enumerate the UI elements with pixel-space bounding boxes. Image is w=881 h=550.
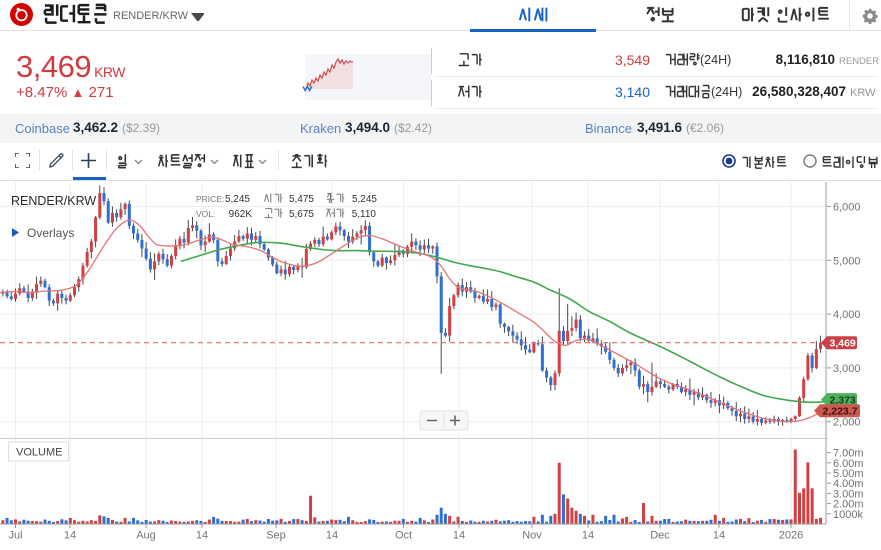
svg-text:14: 14	[713, 530, 725, 542]
svg-text:4,000: 4,000	[833, 309, 861, 321]
svg-text:Dec: Dec	[650, 530, 670, 542]
svg-text:VOL:: VOL:	[196, 209, 215, 219]
svg-text:PRICE:: PRICE:	[196, 194, 224, 204]
svg-text:6.00m: 6.00m	[833, 458, 864, 470]
svg-text:3.00m: 3.00m	[833, 488, 864, 500]
svg-text:2,373: 2,373	[830, 394, 856, 406]
svg-text:Oct: Oct	[395, 530, 412, 542]
svg-text:7.00m: 7.00m	[833, 448, 864, 460]
svg-text:5,475: 5,475	[289, 194, 314, 205]
svg-text:2026: 2026	[779, 530, 803, 542]
svg-text:5,245: 5,245	[352, 194, 377, 205]
svg-text:1000k: 1000k	[833, 509, 863, 521]
svg-text:6,000: 6,000	[833, 202, 861, 214]
svg-text:3,469: 3,469	[830, 338, 856, 350]
svg-text:RENDER/KRW: RENDER/KRW	[11, 194, 96, 208]
svg-text:14: 14	[196, 530, 208, 542]
svg-text:5,675: 5,675	[289, 209, 314, 220]
svg-text:5,245: 5,245	[225, 194, 250, 205]
svg-text:Aug: Aug	[136, 530, 156, 542]
svg-text:5,000: 5,000	[833, 255, 861, 267]
svg-text:2,223.7: 2,223.7	[823, 406, 858, 418]
svg-text:3,000: 3,000	[833, 363, 861, 375]
svg-text:962K: 962K	[229, 209, 253, 220]
svg-text:VOLUME: VOLUME	[16, 447, 62, 459]
svg-text:14: 14	[64, 530, 76, 542]
svg-text:Jul: Jul	[8, 530, 22, 542]
svg-text:2.00m: 2.00m	[833, 499, 864, 511]
svg-text:Nov: Nov	[522, 530, 542, 542]
svg-text:14: 14	[582, 530, 594, 542]
svg-text:14: 14	[326, 530, 338, 542]
svg-text:2,000: 2,000	[833, 417, 861, 429]
svg-text:5.00m: 5.00m	[833, 468, 864, 480]
svg-text:4.00m: 4.00m	[833, 478, 864, 490]
svg-text:Overlays: Overlays	[27, 226, 74, 240]
svg-text:14: 14	[453, 530, 465, 542]
svg-text:Sep: Sep	[266, 530, 286, 542]
svg-text:5,110: 5,110	[352, 209, 377, 220]
